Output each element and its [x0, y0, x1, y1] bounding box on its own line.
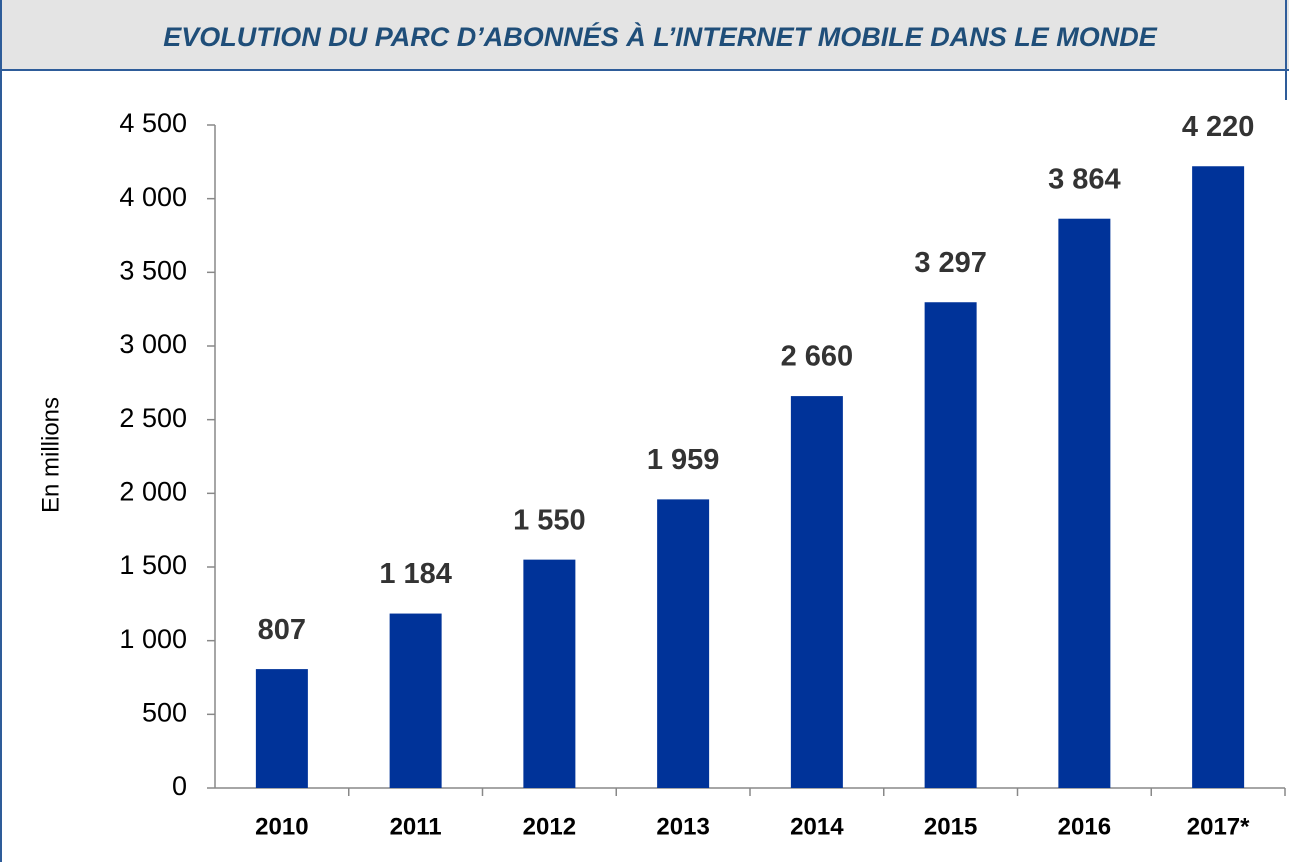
value-label: 1 550 [513, 504, 586, 536]
bar [255, 669, 308, 788]
x-tick-label: 2014 [790, 813, 844, 840]
bar [657, 499, 710, 788]
bar [790, 396, 843, 788]
value-label: 2 660 [781, 341, 854, 373]
y-axis-label: En millions [37, 397, 64, 513]
x-tick-label: 2013 [656, 813, 709, 840]
x-tick-label: 2012 [523, 813, 576, 840]
value-label: 3 297 [914, 247, 987, 279]
bar [1192, 166, 1245, 789]
y-tick-label: 2 500 [119, 403, 187, 433]
bar [523, 559, 576, 788]
x-tick-label: 2011 [390, 813, 442, 840]
x-tick-label: 2010 [255, 813, 308, 840]
y-tick-label: 4 500 [119, 108, 187, 138]
x-tick-label: 2015 [924, 813, 977, 840]
value-label: 1 184 [379, 558, 452, 590]
y-tick-label: 1 000 [119, 624, 187, 654]
y-tick-label: 500 [142, 697, 187, 727]
value-label: 4 220 [1182, 111, 1255, 143]
bar [1058, 218, 1111, 789]
y-tick-label: 1 500 [119, 550, 187, 580]
y-tick-label: 3 000 [119, 329, 187, 359]
x-tick-label: 2016 [1058, 813, 1111, 840]
y-tick-label: 4 000 [119, 182, 187, 212]
value-label: 1 959 [647, 444, 720, 476]
x-tick-label: 2017* [1187, 813, 1250, 840]
y-tick-label: 3 500 [119, 255, 187, 285]
value-label: 807 [258, 614, 306, 646]
y-tick-label: 2 000 [119, 476, 187, 506]
value-label: 3 864 [1048, 163, 1121, 195]
chart-title: EVOLUTION DU PARC D’ABONNÉS À L’INTERNET… [163, 21, 1158, 52]
y-tick-label: 0 [172, 771, 187, 801]
bar [924, 302, 977, 788]
bar [389, 613, 442, 788]
title-band [0, 0, 1289, 70]
